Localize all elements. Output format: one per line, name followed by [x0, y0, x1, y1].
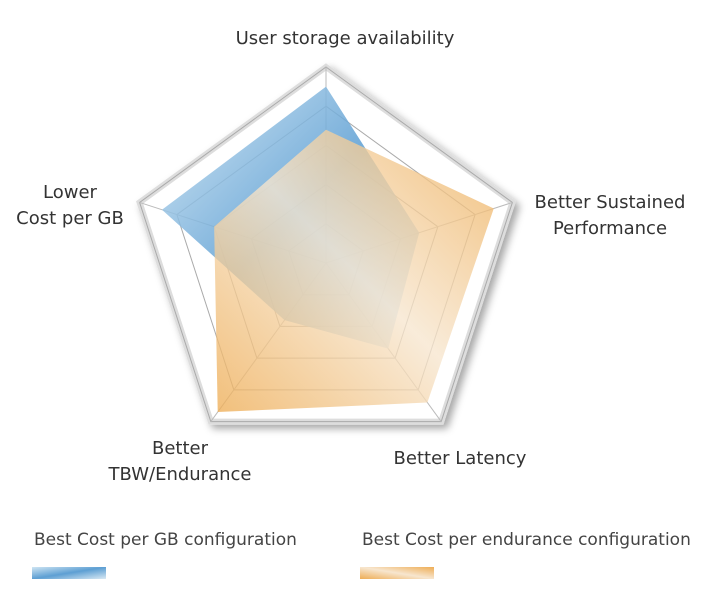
legend-swatch: [360, 567, 434, 579]
axis-label: Better Sustained Performance: [534, 192, 686, 239]
grid-ring: [139, 66, 513, 423]
legend-swatch: [32, 567, 106, 579]
legend-label: Best Cost per GB configuration: [34, 530, 297, 550]
axis-label: User storage availability: [235, 28, 455, 49]
axis-label: Better TBW/Endurance: [108, 438, 252, 485]
axis-label: Lower Cost per GB: [16, 182, 124, 229]
axis-label: Better Latency: [393, 448, 527, 469]
legend-label: Best Cost per endurance configuration: [362, 530, 691, 550]
series-area: [214, 129, 494, 413]
